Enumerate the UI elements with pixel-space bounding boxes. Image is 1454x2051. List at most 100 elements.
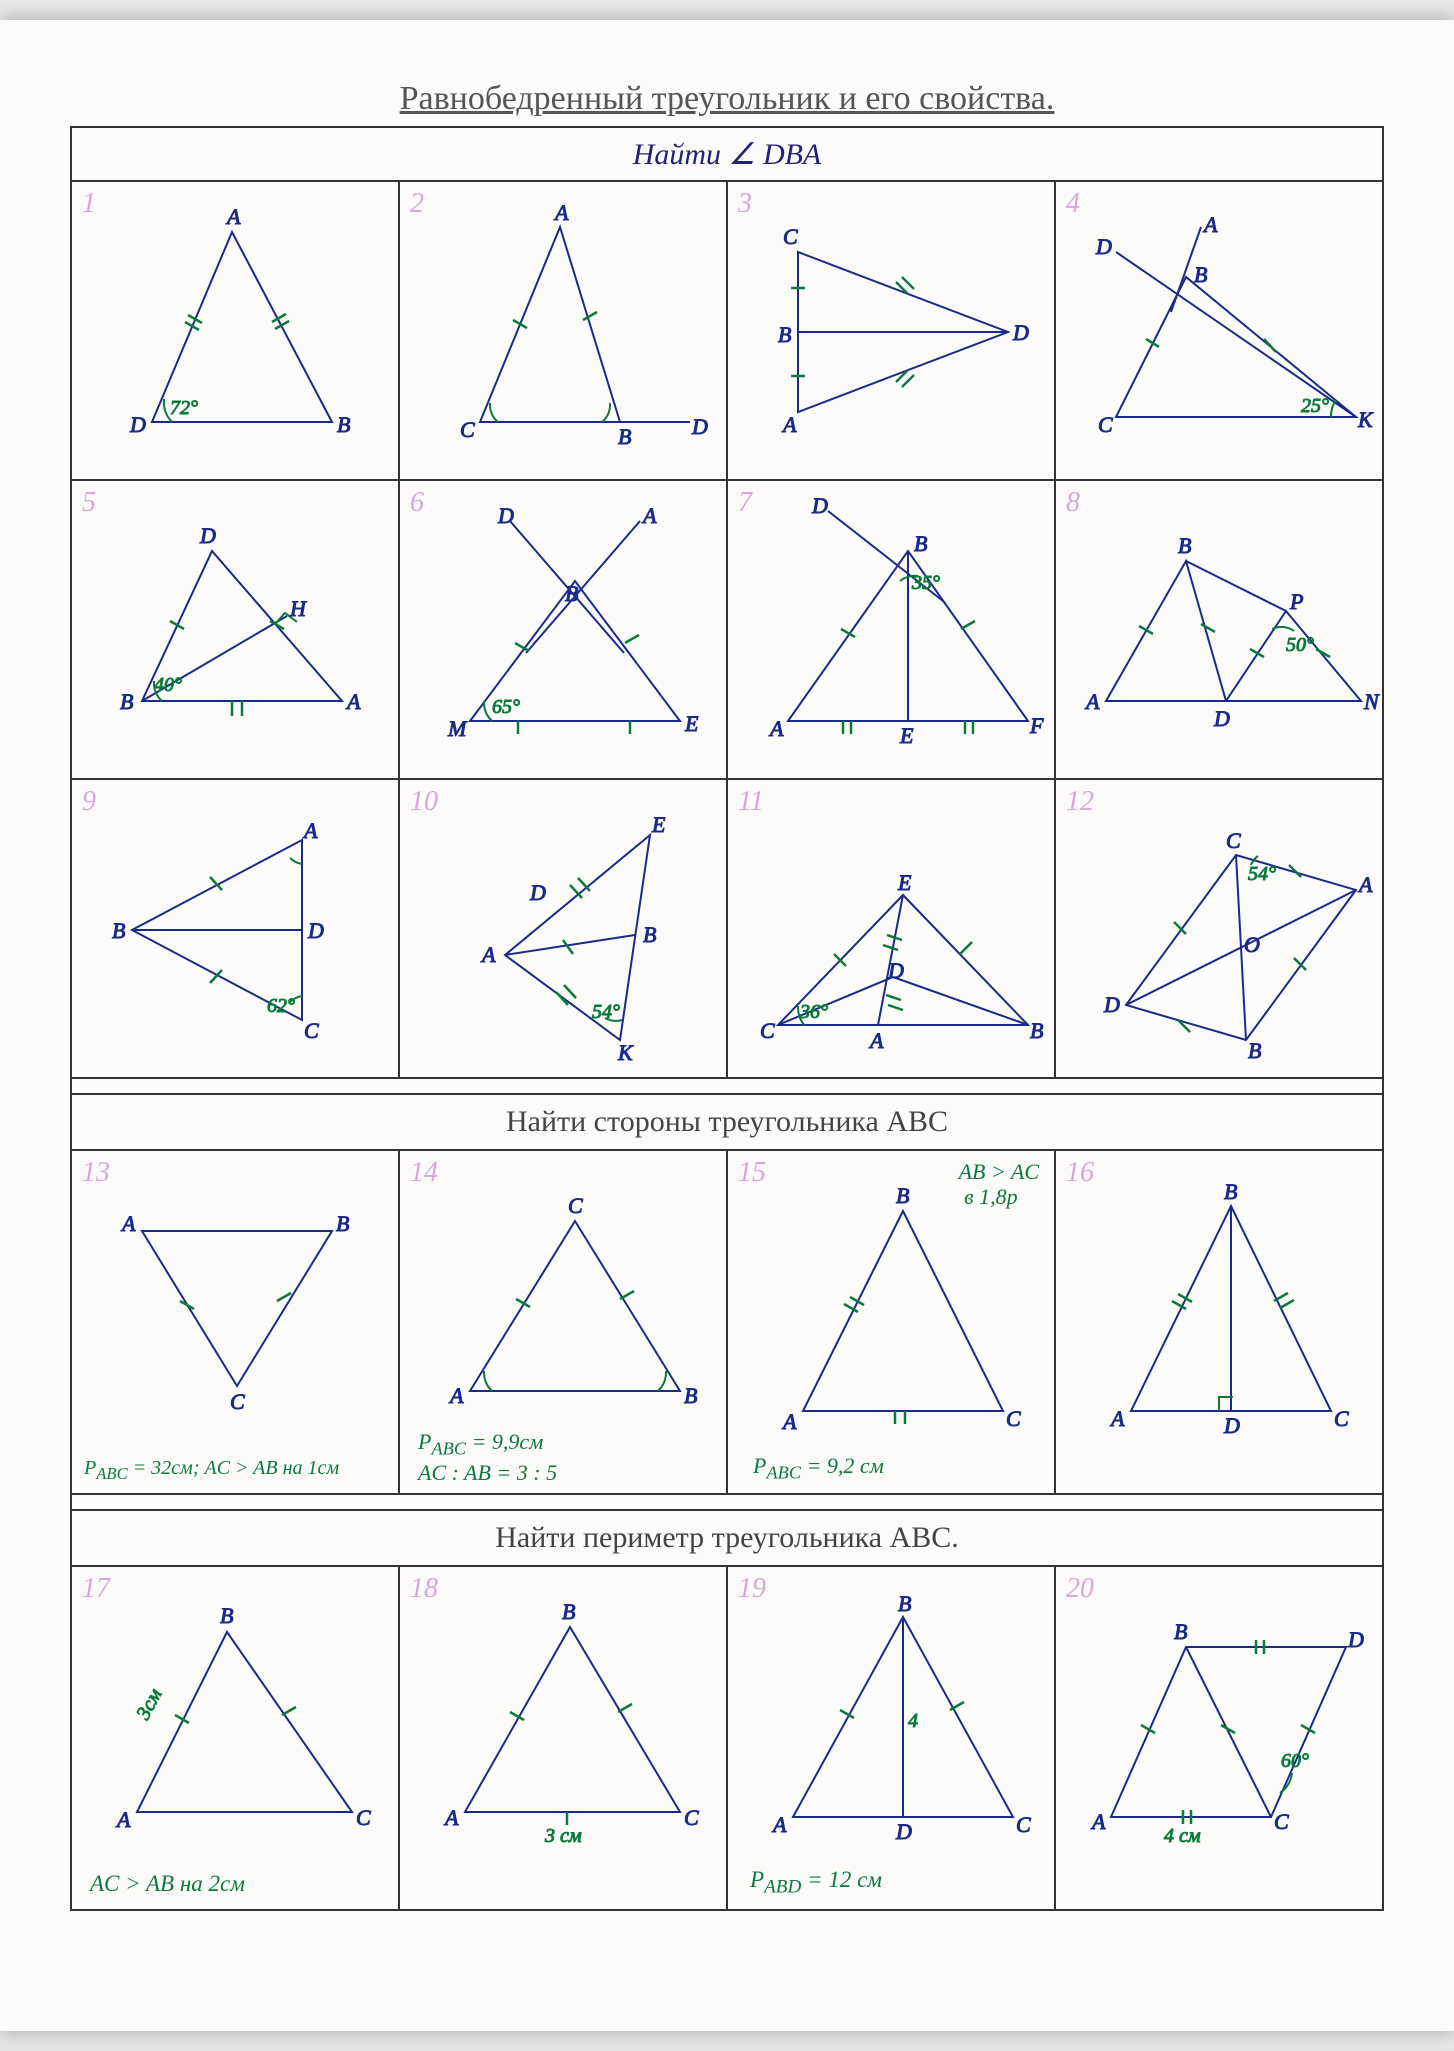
cell-6: 6 D A B M E 65° <box>399 480 727 779</box>
diagram-9: A B D C 62° <box>72 780 400 1075</box>
svg-text:54°: 54° <box>1248 863 1276 885</box>
cell-3: 3 C B A D <box>727 181 1055 480</box>
svg-text:A: A <box>345 689 361 714</box>
cell-16: 16 B A D C <box>1055 1150 1383 1494</box>
svg-text:A: A <box>781 1409 797 1434</box>
diagram-5: D H B A 40° <box>72 481 400 776</box>
svg-text:B: B <box>1248 1038 1261 1063</box>
cell-11: 11 E D C A B <box>727 779 1055 1078</box>
svg-text:B: B <box>565 581 578 606</box>
svg-text:A: A <box>302 818 318 843</box>
svg-text:A: A <box>1357 872 1373 897</box>
diagram-20: B D A C 60° 4 см <box>1056 1567 1384 1907</box>
svg-text:B: B <box>337 412 350 437</box>
svg-text:E: E <box>897 870 912 895</box>
svg-text:B: B <box>1224 1179 1237 1204</box>
svg-text:H: H <box>289 596 307 621</box>
svg-text:B: B <box>112 918 125 943</box>
diagram-16: B A D C <box>1056 1151 1384 1491</box>
svg-text:A: A <box>868 1028 884 1053</box>
svg-text:40°: 40° <box>154 674 182 696</box>
cell-12: 12 C A O D B 54° <box>1055 779 1383 1078</box>
cell-4: 4 D A B C K 25° <box>1055 181 1383 480</box>
svg-text:B: B <box>120 689 133 714</box>
svg-text:A: A <box>768 716 784 741</box>
svg-text:B: B <box>1194 262 1207 287</box>
svg-text:C: C <box>304 1018 319 1043</box>
svg-text:A: A <box>771 1812 787 1837</box>
row-3: 9 A B D C 62° 10 <box>71 779 1383 1078</box>
svg-text:A: A <box>225 204 241 229</box>
svg-text:B: B <box>1174 1619 1187 1644</box>
cell-20: 20 B D A C 60° 4 см <box>1055 1566 1383 1910</box>
svg-text:A: A <box>115 1807 131 1832</box>
note-13: PABC = 32см; AC > AB на 1см <box>84 1457 339 1483</box>
diagram-1: A B D 72° <box>72 182 400 477</box>
svg-text:B: B <box>684 1383 697 1408</box>
svg-text:A: A <box>781 412 797 437</box>
cell-10: 10 E D B A K 54° <box>399 779 727 1078</box>
svg-text:D: D <box>307 918 324 943</box>
note-14: PABC = 9,9смAC : AB = 3 : 5 <box>418 1429 557 1485</box>
section1-title: Найти ∠ DBA <box>71 127 1383 181</box>
svg-text:A: A <box>480 942 496 967</box>
svg-text:C: C <box>356 1805 371 1830</box>
cell-19: 19 B A D C 4 PABD = 12 см <box>727 1566 1055 1910</box>
svg-text:D: D <box>691 414 708 439</box>
svg-text:C: C <box>684 1805 699 1830</box>
svg-text:D: D <box>1095 234 1112 259</box>
diagram-17: B A C 3см <box>72 1567 400 1907</box>
svg-text:D: D <box>895 1819 912 1844</box>
cell-17: 17 B A C 3см AC > AB на 2см <box>71 1566 399 1910</box>
svg-text:C: C <box>1274 1809 1289 1834</box>
diagram-6: D A B M E 65° <box>400 481 728 776</box>
row-1: 1 A B D 72° 2 <box>71 181 1383 480</box>
diagram-13: A B C <box>72 1151 400 1491</box>
svg-text:C: C <box>1334 1406 1349 1431</box>
svg-text:E: E <box>684 711 699 736</box>
cell-13: 13 A B C PABC = 32см; AC > AB на 1см <box>71 1150 399 1494</box>
svg-text:C: C <box>1226 828 1241 853</box>
cell-5: 5 D H B A 40° <box>71 480 399 779</box>
svg-text:C: C <box>783 224 798 249</box>
svg-text:C: C <box>568 1193 583 1218</box>
svg-text:E: E <box>651 812 666 837</box>
row-4: 13 A B C PABC = 32см; AC > AB на 1см 14 <box>71 1150 1383 1494</box>
svg-text:B: B <box>1030 1018 1043 1043</box>
svg-text:A: A <box>641 503 657 528</box>
svg-text:C: C <box>760 1018 775 1043</box>
svg-text:A: A <box>1084 689 1100 714</box>
worksheet-page: Равнобедренный треугольник и его свойств… <box>0 20 1454 2031</box>
svg-text:A: A <box>1090 1809 1106 1834</box>
svg-text:D: D <box>1223 1413 1240 1438</box>
svg-text:D: D <box>1347 1627 1364 1652</box>
svg-text:D: D <box>1012 320 1029 345</box>
section3-title: Найти периметр треугольника АВС. <box>71 1510 1383 1566</box>
svg-text:D: D <box>1213 706 1230 731</box>
svg-text:3см: 3см <box>132 1685 167 1724</box>
note-17: AC > AB на 2см <box>90 1871 245 1897</box>
cell-9: 9 A B D C 62° <box>71 779 399 1078</box>
cell-15: 15 B A C AB > AC в 1,8р PABC = 9,2 см <box>727 1150 1055 1494</box>
svg-text:4: 4 <box>908 1710 918 1732</box>
spacer-2 <box>71 1494 1383 1510</box>
diagram-10: E D B A K 54° <box>400 780 728 1075</box>
section1-header: Найти ∠ DBA <box>71 127 1383 181</box>
svg-text:C: C <box>1016 1812 1031 1837</box>
svg-text:B: B <box>562 1599 575 1624</box>
svg-text:K: K <box>1357 407 1374 432</box>
svg-text:B: B <box>1178 533 1191 558</box>
svg-text:M: M <box>447 716 468 741</box>
svg-text:K: K <box>617 1040 634 1065</box>
diagram-8: B P A D N 50° <box>1056 481 1384 776</box>
svg-text:B: B <box>778 322 791 347</box>
cell-14: 14 C A B PABC = 9,9смAC : AB = 3 : 5 <box>399 1150 727 1494</box>
section2-title: Найти стороны треугольника АВС <box>71 1094 1383 1150</box>
diagram-19: B A D C 4 <box>728 1567 1056 1907</box>
svg-text:D: D <box>129 412 146 437</box>
svg-text:P: P <box>1289 589 1303 614</box>
svg-text:B: B <box>336 1211 349 1236</box>
svg-text:A: A <box>1202 212 1218 237</box>
svg-text:F: F <box>1029 713 1044 738</box>
svg-text:O: O <box>1244 932 1260 957</box>
